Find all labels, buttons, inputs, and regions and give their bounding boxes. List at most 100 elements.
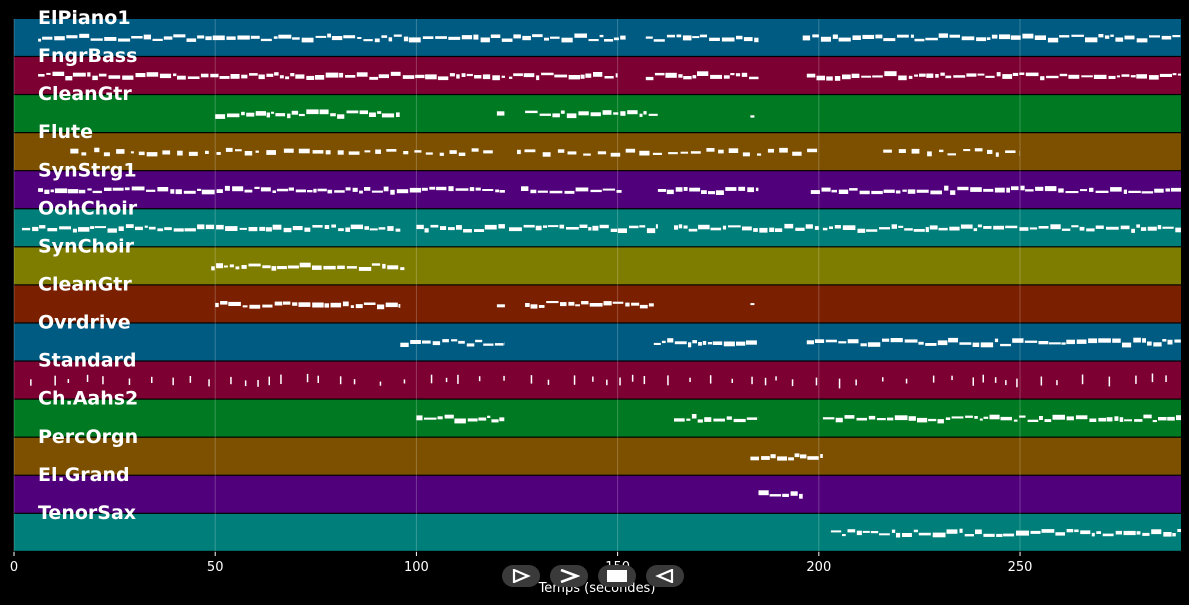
note-mark (398, 304, 401, 308)
note-mark (448, 186, 454, 192)
note-mark (173, 73, 177, 77)
note-mark (364, 187, 371, 191)
note-mark (661, 340, 666, 344)
note-mark (973, 228, 978, 232)
note-mark (856, 417, 867, 421)
note-mark (454, 418, 466, 424)
note-mark (979, 418, 983, 421)
note-mark (186, 38, 197, 42)
note-mark (674, 418, 685, 422)
note-mark (163, 36, 173, 40)
note-mark (800, 454, 807, 459)
note-mark (550, 36, 560, 39)
note-mark (946, 529, 958, 534)
stop-button[interactable] (598, 565, 636, 587)
note-mark (125, 224, 134, 228)
note-mark (746, 340, 757, 345)
note-mark (298, 148, 310, 154)
note-mark (953, 75, 966, 78)
note-mark (478, 376, 481, 382)
note-mark (1019, 415, 1026, 418)
note-mark (902, 189, 907, 192)
note-mark (937, 419, 944, 424)
note-mark (402, 75, 415, 79)
note-mark (135, 226, 143, 231)
note-mark (364, 150, 371, 153)
note-mark (1095, 190, 1109, 193)
note-mark (1047, 37, 1059, 43)
note-mark (1061, 342, 1066, 345)
track-notes (22, 223, 1181, 234)
note-mark (710, 74, 722, 79)
x-tick-label: 50 (207, 560, 224, 575)
note-mark (458, 340, 465, 344)
note-mark (396, 189, 409, 194)
note-mark (568, 75, 580, 80)
note-mark (702, 341, 707, 345)
note-mark (144, 225, 148, 228)
note-mark (588, 39, 599, 42)
note-mark (268, 376, 270, 386)
note-mark (260, 187, 271, 192)
note-mark (517, 149, 521, 155)
note-mark (483, 343, 494, 346)
note-mark (575, 187, 589, 192)
note-mark (400, 342, 409, 347)
note-mark (188, 151, 198, 156)
note-mark (1080, 189, 1088, 192)
note-mark (688, 342, 692, 348)
note-mark (358, 267, 372, 271)
note-mark (187, 76, 200, 79)
note-mark (274, 301, 283, 306)
next-button[interactable] (550, 565, 588, 587)
note-mark (422, 36, 434, 39)
note-mark (112, 187, 124, 191)
note-mark (92, 190, 102, 194)
note-mark (78, 189, 86, 194)
note-mark (525, 303, 530, 307)
note-mark (667, 338, 674, 343)
note-mark (1065, 191, 1079, 194)
note-mark (777, 456, 787, 461)
track-band (14, 171, 1181, 209)
note-mark (138, 151, 145, 156)
note-mark (1154, 188, 1164, 193)
note-mark (317, 188, 327, 192)
note-mark (130, 151, 134, 154)
note-mark (1176, 415, 1181, 421)
note-mark (449, 150, 457, 154)
note-mark (895, 190, 901, 194)
note-mark (337, 265, 345, 269)
track-row (14, 513, 1181, 551)
note-mark (697, 419, 703, 423)
note-mark (907, 189, 916, 194)
note-mark (1177, 73, 1181, 76)
note-mark (47, 228, 58, 232)
note-mark (122, 75, 134, 80)
note-mark (1011, 186, 1019, 191)
note-mark (834, 225, 841, 229)
note-mark (784, 223, 794, 229)
note-mark (430, 374, 433, 384)
note-mark (982, 374, 984, 383)
note-mark (509, 76, 513, 79)
track-notes (70, 147, 1020, 157)
note-mark (625, 302, 630, 307)
note-mark (1019, 72, 1025, 75)
note-mark (1175, 227, 1181, 233)
note-mark (224, 185, 230, 191)
note-mark (381, 113, 395, 118)
note-mark (810, 190, 820, 194)
note-mark (183, 190, 196, 194)
play-button[interactable] (502, 565, 540, 587)
note-mark (657, 189, 667, 192)
note-mark (461, 73, 466, 77)
note-mark (904, 339, 918, 343)
note-mark (363, 39, 373, 42)
note-mark (917, 417, 928, 423)
note-mark (761, 456, 770, 460)
note-mark (708, 191, 715, 195)
note-mark (1167, 416, 1175, 421)
rewind-button[interactable] (646, 565, 684, 587)
note-mark (945, 417, 951, 420)
